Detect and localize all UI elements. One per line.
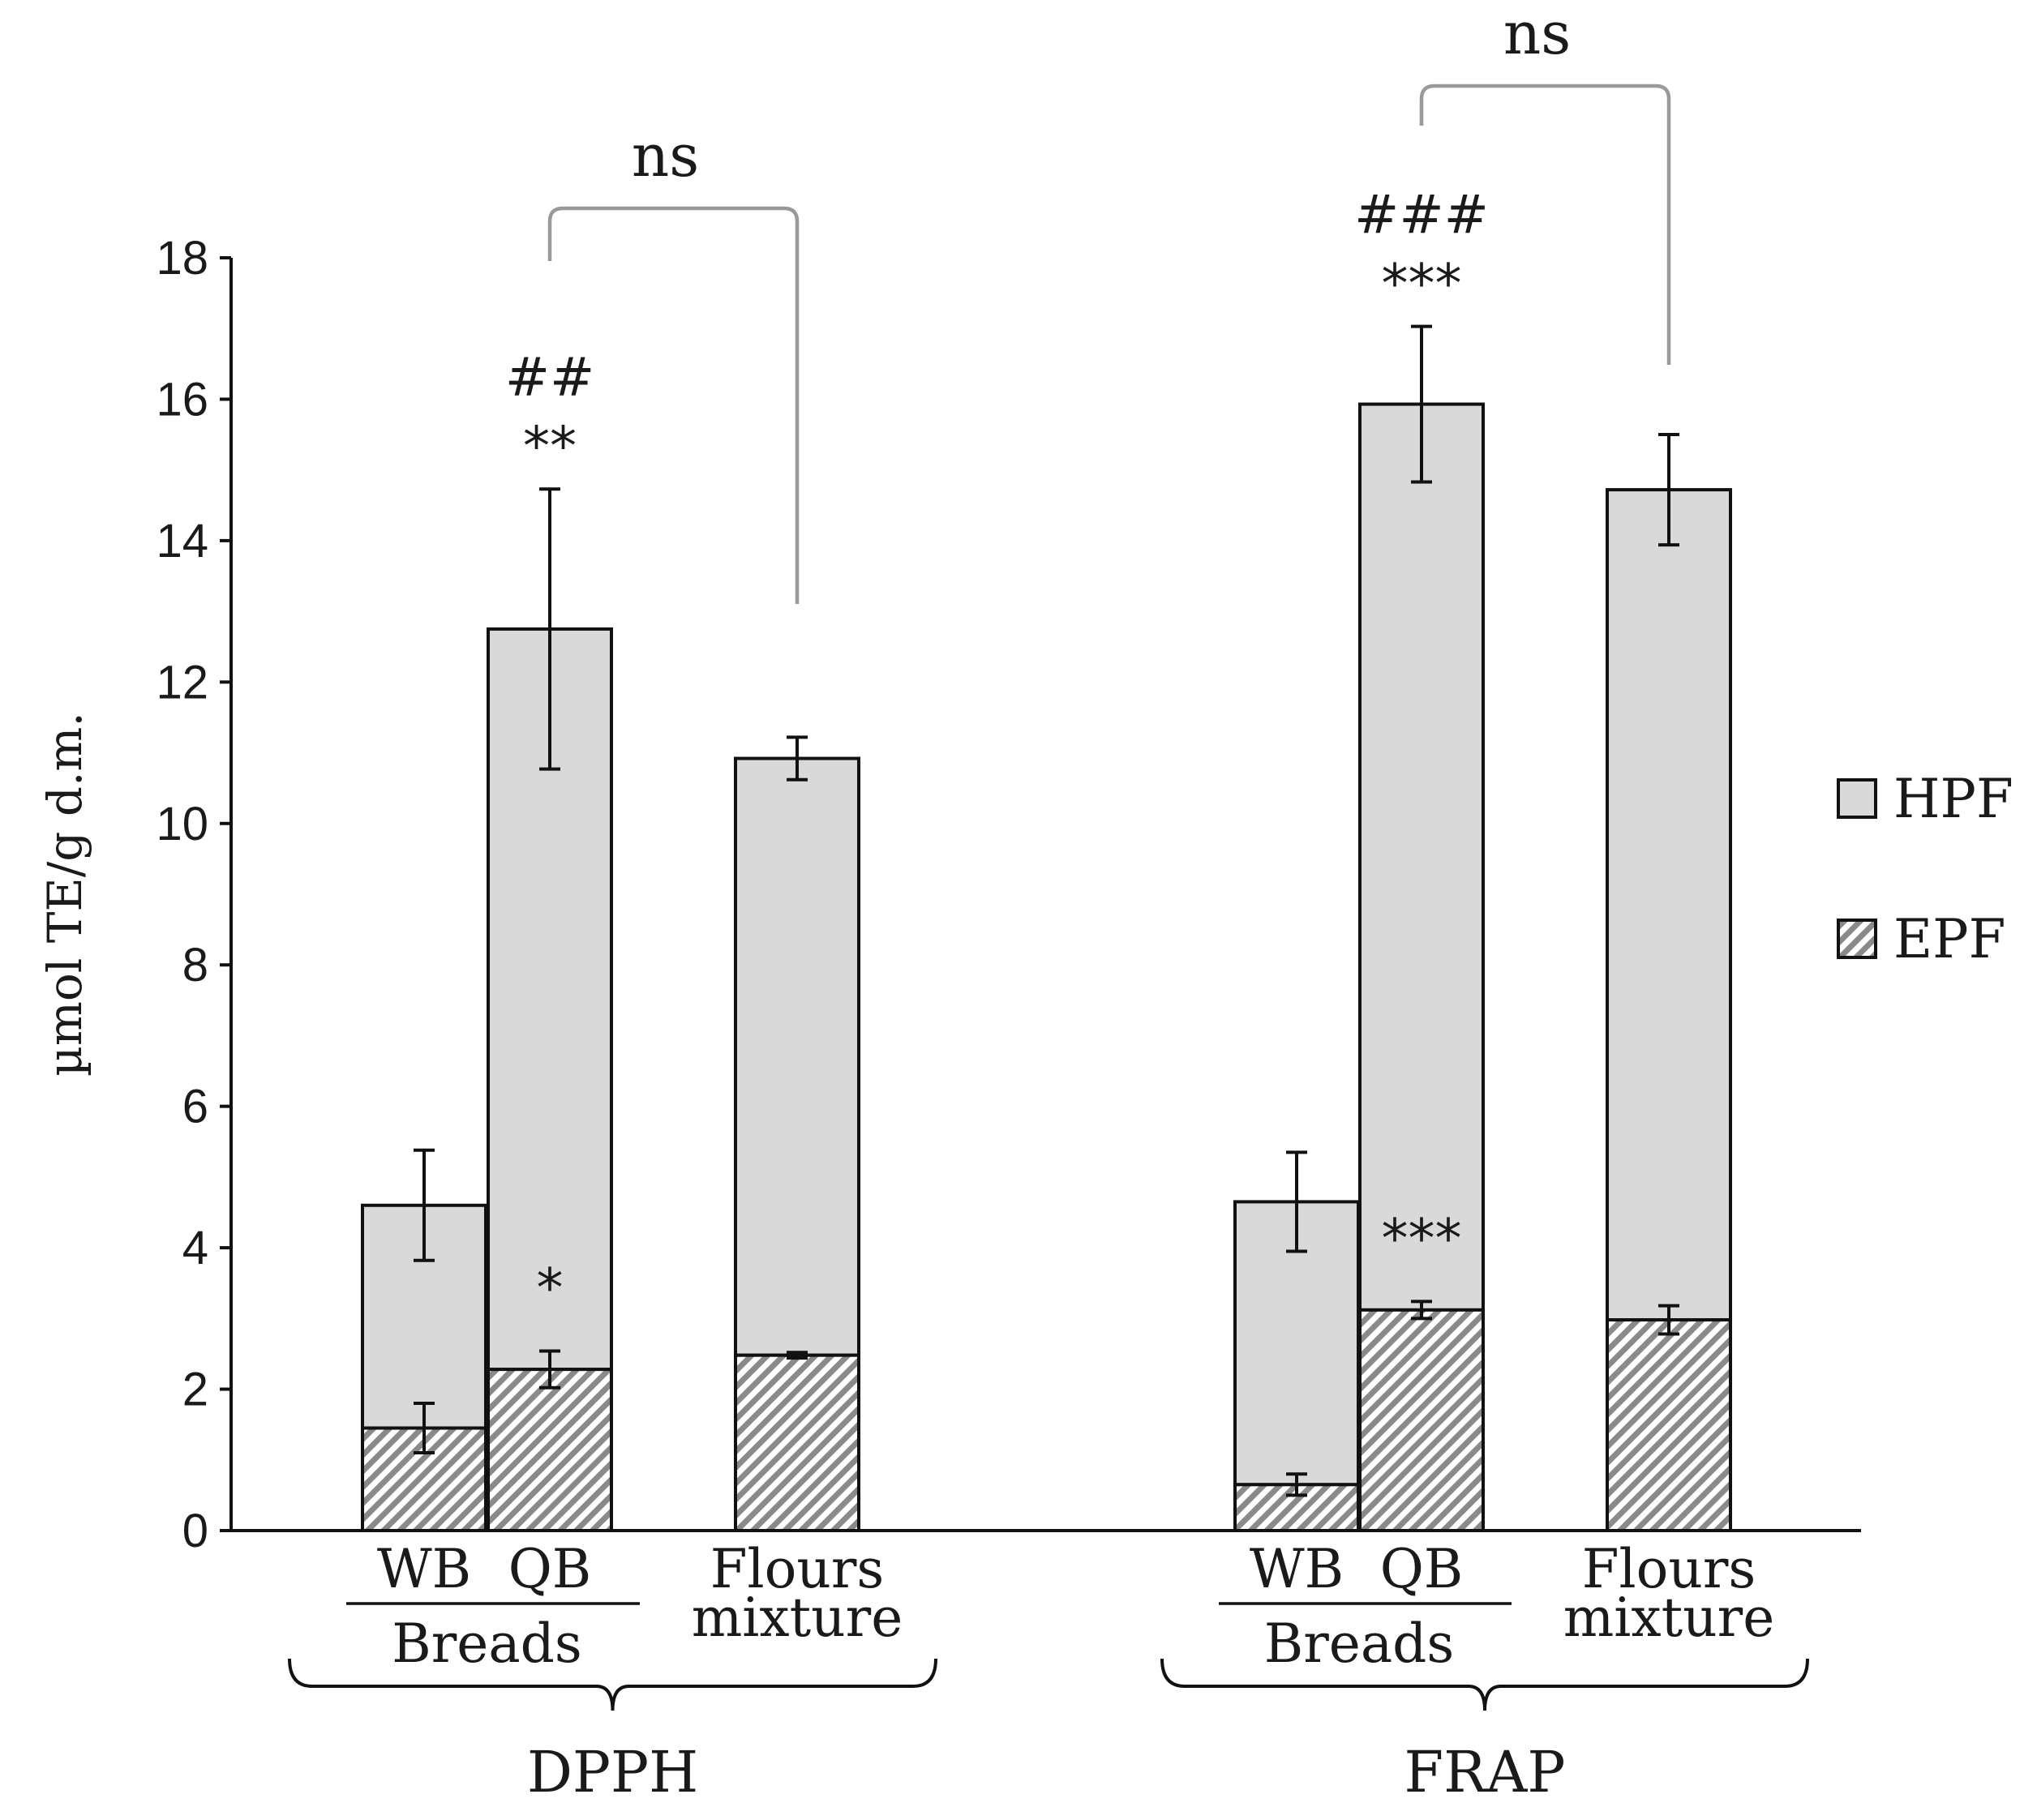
- y-tick-label: 2: [182, 1364, 208, 1416]
- frap-qb-hpf-bar: [1358, 402, 1485, 1312]
- dpph-flours-mixture-hpf-bar: [734, 756, 860, 1357]
- frap-breads-label: Breads: [1264, 1612, 1455, 1675]
- frap-group-label: FRAP: [1404, 1739, 1566, 1805]
- y-tick-label: 6: [182, 1081, 208, 1133]
- y-tick-label: 12: [156, 656, 208, 709]
- frap-comparison-label: ns: [1503, 0, 1571, 67]
- frap-qb-total-significance: ###: [1354, 184, 1489, 246]
- legend-hpf-swatch: [1837, 778, 1877, 819]
- dpph-qb-total-significance: **: [523, 415, 577, 477]
- frap-qb-total-significance: ***: [1382, 253, 1462, 315]
- dpph-group-brace: [288, 1658, 937, 1711]
- dpph-qb-total-significance: ##: [505, 346, 595, 409]
- y-tick-label: 10: [156, 798, 208, 850]
- frap-qb-epf-bar: [1358, 1308, 1485, 1533]
- dpph-qb-epf-bar: [487, 1368, 613, 1532]
- dpph-group-label: DPPH: [527, 1739, 698, 1805]
- frap-wb-category-label: WB: [1250, 1538, 1344, 1600]
- dpph-flours-mixture-category-label: Flours mixture: [692, 1538, 903, 1649]
- legend-epf-label: EPF: [1893, 908, 2005, 970]
- legend-hpf-label: HPF: [1893, 768, 2013, 830]
- dpph-breads-label: Breads: [392, 1612, 582, 1675]
- y-axis-title: µmol TE/g d.m.: [37, 712, 92, 1077]
- y-tick-label: 0: [182, 1505, 208, 1557]
- frap-comparison-bracket: [1419, 84, 1671, 365]
- frap-group-brace: [1160, 1658, 1809, 1711]
- y-tick-label: 18: [156, 232, 208, 285]
- frap-qb-category-label: QB: [1380, 1538, 1464, 1600]
- frap-qb-epf-significance: ***: [1382, 1207, 1462, 1270]
- legend-epf-swatch: [1837, 919, 1877, 959]
- y-tick-label: 16: [156, 373, 208, 426]
- frap-flours-mixture-category-label: Flours mixture: [1563, 1538, 1775, 1649]
- dpph-flours-mixture-epf-bar: [734, 1353, 860, 1532]
- dpph-qb-category-label: QB: [508, 1538, 592, 1600]
- frap-flours-mixture-hpf-bar: [1606, 488, 1732, 1322]
- y-tick-label: 4: [182, 1222, 208, 1274]
- y-tick-label: 8: [182, 939, 208, 991]
- y-tick-label: 14: [156, 515, 208, 567]
- dpph-comparison-label: ns: [632, 122, 699, 190]
- frap-flours-mixture-epf-bar: [1606, 1318, 1732, 1532]
- dpph-wb-category-label: WB: [377, 1538, 471, 1600]
- dpph-comparison-bracket: [547, 206, 800, 604]
- dpph-qb-epf-significance: *: [537, 1257, 564, 1319]
